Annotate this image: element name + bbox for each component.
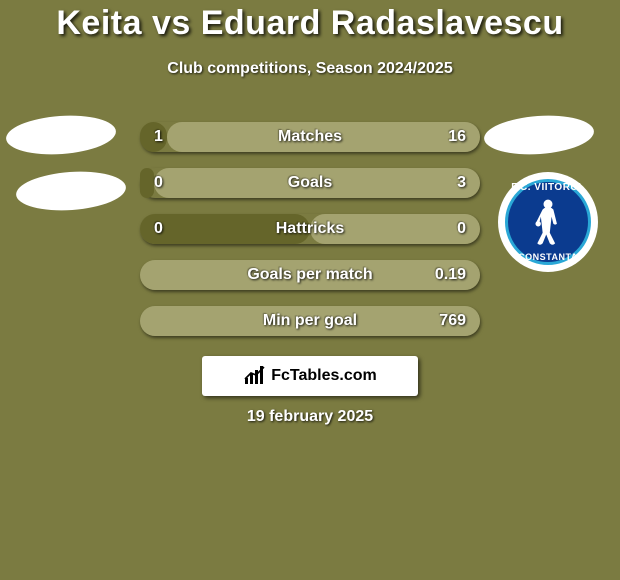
stat-right-value: 0 [432,220,466,238]
stat-bar: Goals per match0.19 [140,260,480,290]
stat-left-value: 1 [154,128,188,146]
stat-right-value: 769 [432,312,466,330]
player-marker-left-2 [15,168,127,214]
stat-left-value: 0 [154,220,188,238]
stat-bar: 0Goals3 [140,168,480,198]
stat-bar: Min per goal769 [140,306,480,336]
stat-name: Goals per match [188,266,432,284]
stat-right-value: 0.19 [432,266,466,284]
crest-top-text: F.C. VIITORUL [511,182,585,193]
stage: Keita vs Eduard Radaslavescu Club compet… [0,0,620,580]
stat-right-value: 16 [432,128,466,146]
brand-logo: FcTables.com [202,356,418,396]
crest-silhouette [529,197,567,247]
stat-name: Matches [188,128,432,146]
date-text: 19 february 2025 [0,408,620,426]
stat-right-value: 3 [432,174,466,192]
stat-bar-fill-left [140,168,154,198]
page-subtitle: Club competitions, Season 2024/2025 [0,60,620,78]
stat-name: Hattricks [188,220,432,238]
brand-logo-wrap: FcTables.com [0,356,620,396]
player-marker-left-1 [5,112,117,158]
player-marker-right-1 [483,112,595,158]
stat-left-value: 0 [154,174,188,192]
club-crest: F.C. VIITORUL CONSTANTA [498,172,598,272]
stat-bars: 1Matches160Goals30Hattricks0Goals per ma… [140,122,480,352]
stat-bar: 0Hattricks0 [140,214,480,244]
crest-bottom-text: CONSTANTA [518,252,578,262]
stat-name: Min per goal [188,312,432,330]
stat-name: Goals [188,174,432,192]
page-title: Keita vs Eduard Radaslavescu [0,4,620,43]
bar-chart-icon [243,364,267,388]
brand-logo-text: FcTables.com [271,367,377,385]
stat-bar: 1Matches16 [140,122,480,152]
